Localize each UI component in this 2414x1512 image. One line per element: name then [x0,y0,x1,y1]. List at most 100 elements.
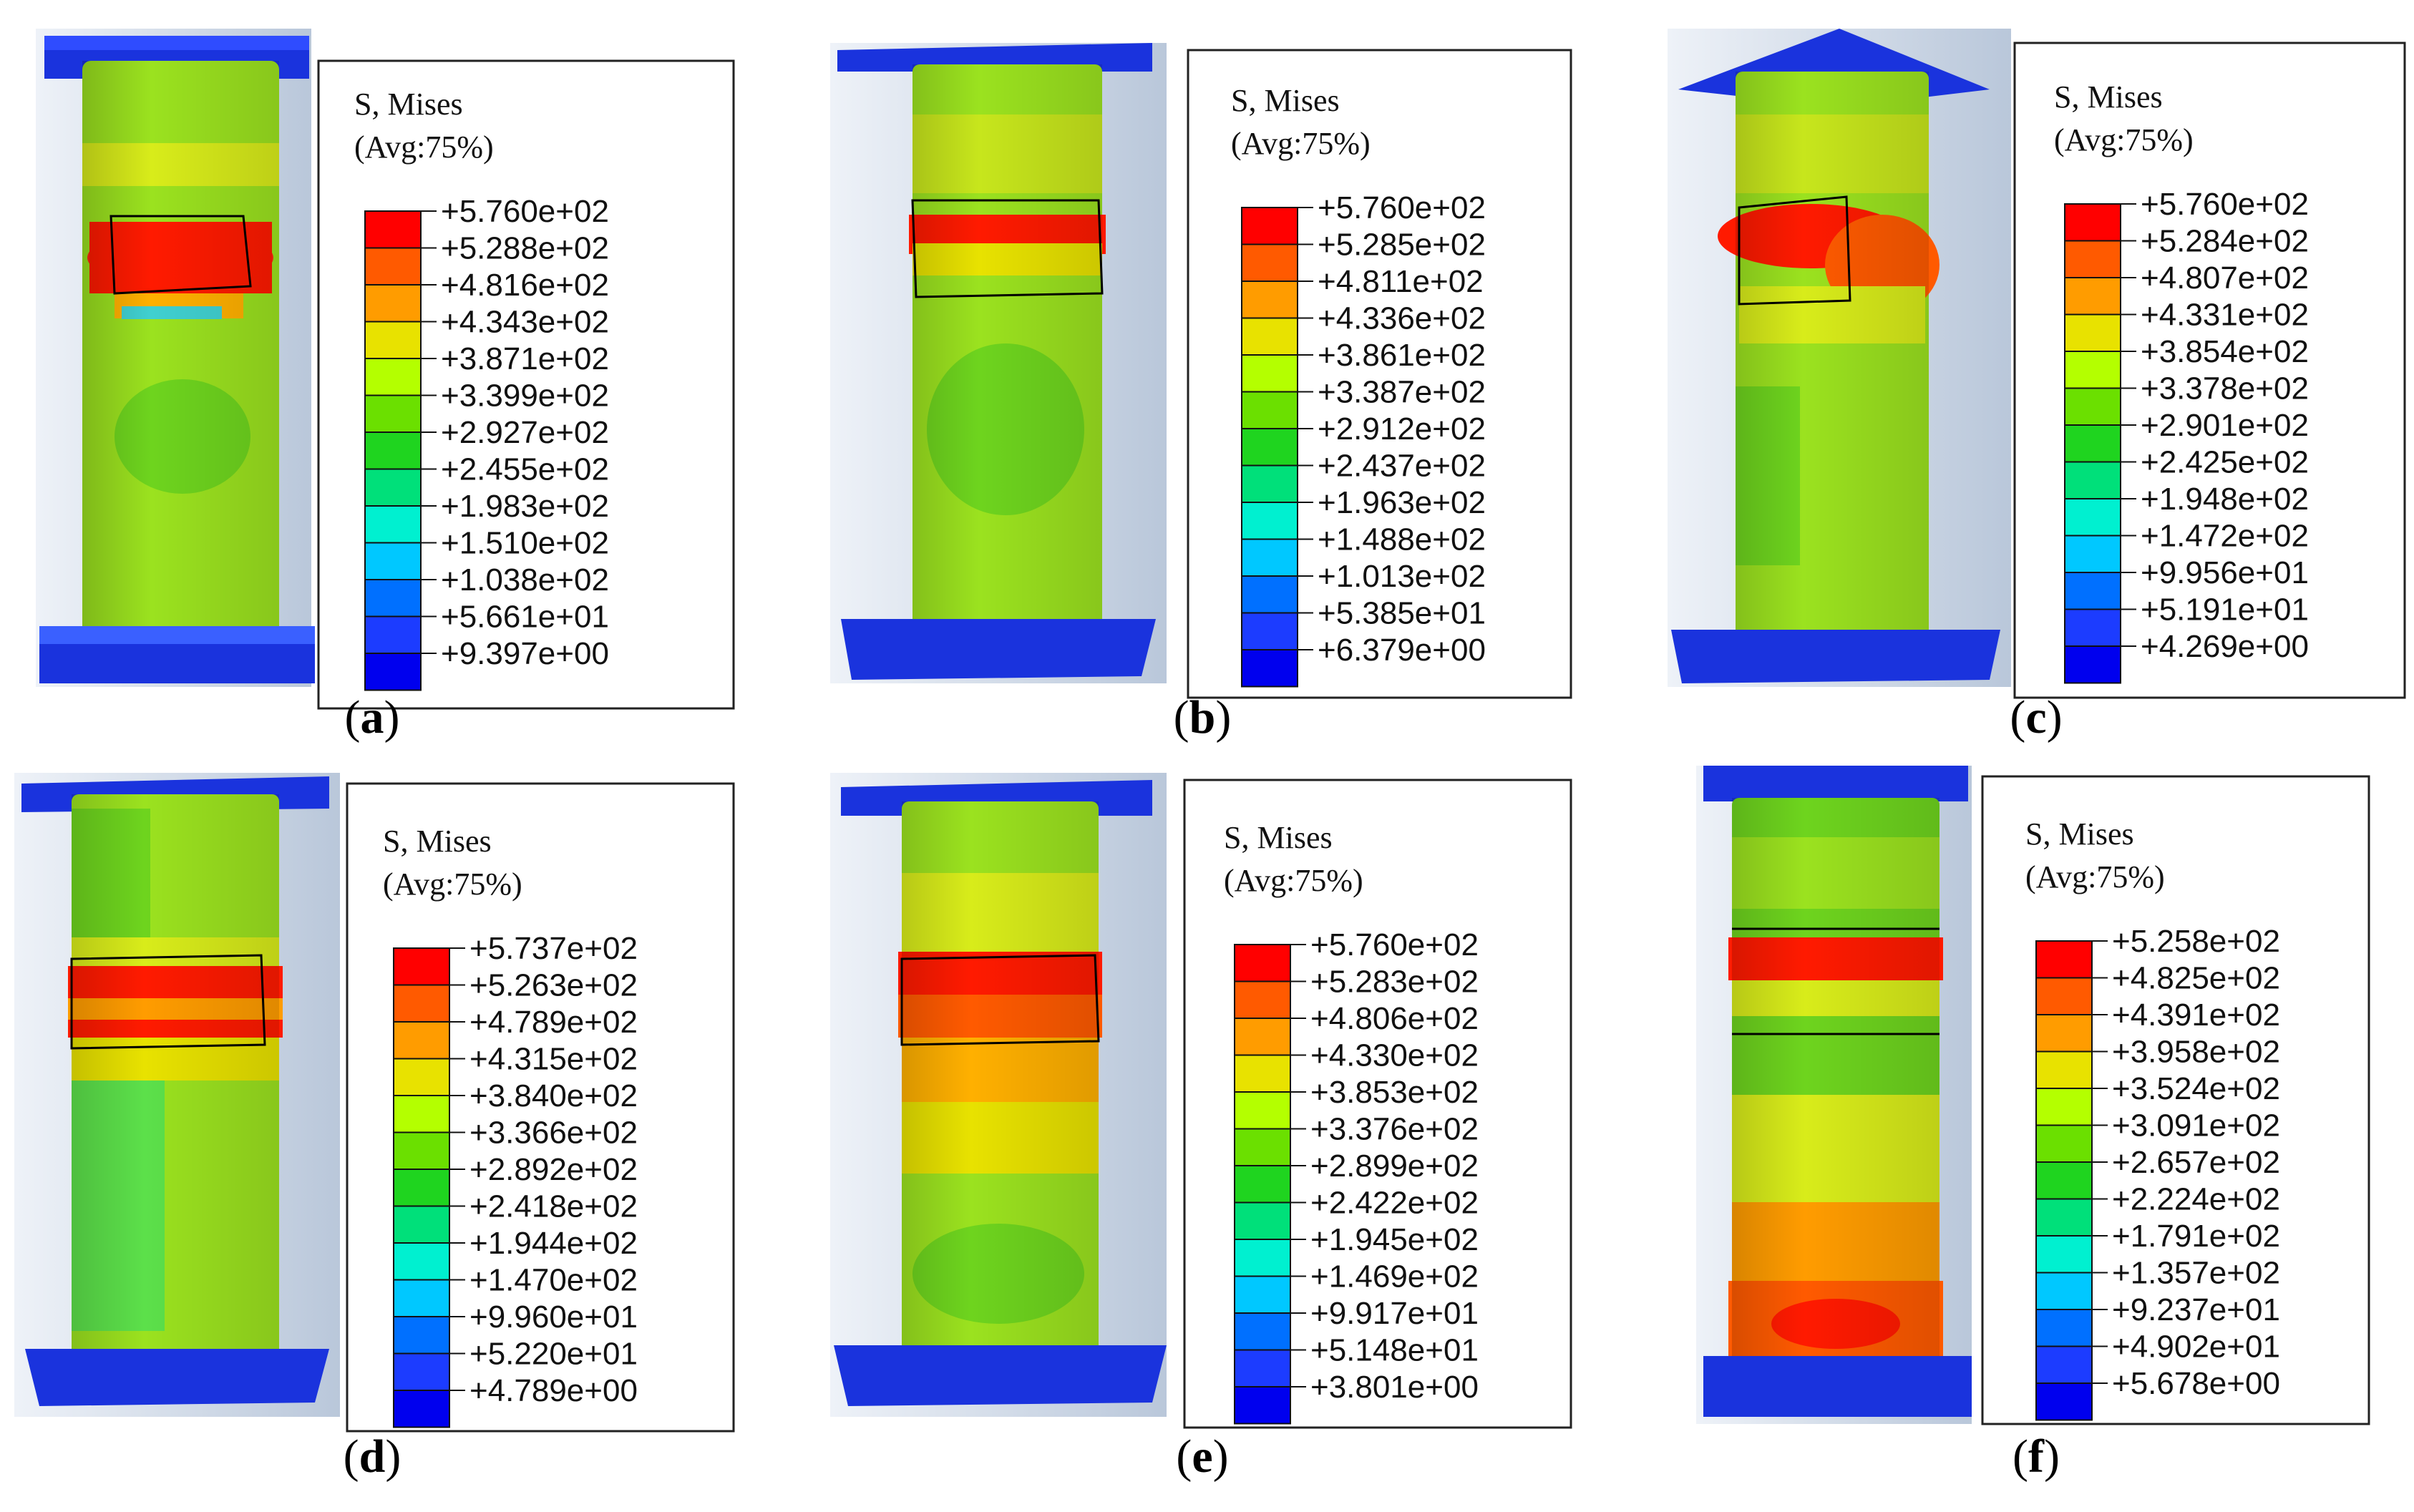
legend-value: +4.391e+02 [2112,998,2280,1033]
legend-color-swatch [2035,1124,2093,1163]
legend-f: S, Mises(Avg:75%)+5.258e+02+4.825e+02+4.… [2025,816,2280,1421]
legend-title: S, Mises [2025,816,2134,852]
legend-color-swatch [2035,1382,2093,1421]
legend-color-swatch [1234,1349,1291,1387]
legend-avg: (Avg:75%) [1231,126,1371,161]
legend-value: +4.331e+02 [2141,298,2309,333]
legend-value: +1.510e+02 [441,526,609,561]
legend-color-swatch [2035,1050,2093,1089]
legend-color-swatch [393,1390,450,1428]
sublabel-d: (d) [343,1430,401,1483]
legend-value: +2.901e+02 [2141,408,2309,443]
legend-color-swatch [393,1279,450,1317]
legend-value: +3.854e+02 [2141,334,2309,369]
legend-color-swatch [1241,502,1298,540]
legend-color-swatch [364,431,422,470]
legend-value: +4.789e+00 [469,1373,638,1408]
legend-value: +1.944e+02 [469,1226,638,1261]
legend-value: +3.958e+02 [2112,1035,2280,1070]
legend-color-swatch [2035,1198,2093,1237]
legend-value: +3.524e+02 [2112,1071,2280,1106]
legend-color-swatch [1241,649,1298,688]
legend-color-swatch [2064,461,2121,499]
legend-color-swatch [1241,575,1298,614]
legend-value: +4.269e+00 [2141,629,2309,664]
legend-color-swatch [1241,281,1298,319]
legend-color-swatch [1241,354,1298,393]
legend-title: S, Mises [1224,820,1333,855]
legend-value: +2.425e+02 [2141,445,2309,480]
legend-value: +4.336e+02 [1318,301,1486,336]
legend-a: S, Mises(Avg:75%)+5.760e+02+5.288e+02+4.… [354,87,609,691]
legend-value: +5.760e+02 [1318,190,1486,225]
sublabel-f: (f) [2013,1430,2060,1483]
legend-d: S, Mises(Avg:75%)+5.737e+02+5.263e+02+4.… [383,824,638,1428]
sublabel-e: (e) [1176,1430,1229,1483]
legend-value: +3.091e+02 [2112,1108,2280,1143]
legend-avg: (Avg:75%) [383,867,522,902]
legend-color-swatch [364,247,422,286]
legend-color-swatch [364,615,422,654]
panel-d: S, Mises (Avg:75%) +5.737e+02 +5.263e+02 +4.… [14,759,816,1496]
legend-color-swatch [393,947,450,986]
legend-value: +5.263e+02 [469,968,638,1003]
legend-value: +3.871e+02 [441,341,609,376]
legend-value: +9.237e+01 [2112,1292,2280,1327]
legend-color-swatch [393,1021,450,1060]
legend-color-swatch [1241,207,1298,245]
legend-color-swatch [2035,1235,2093,1274]
legend-value: +5.258e+02 [2112,924,2280,959]
legend-value: +5.288e+02 [441,231,609,266]
legend-value: +9.956e+01 [2141,555,2309,590]
legend-color-swatch [364,358,422,396]
legend-color-swatch [1234,1128,1291,1166]
legend-color-swatch [1241,428,1298,467]
legend-color-swatch [2064,608,2121,647]
legend-color-swatch [393,984,450,1023]
legend-value: +2.437e+02 [1318,449,1486,484]
sublabel-a: (a) [344,691,400,743]
sublabel-c: (c) [2010,691,2063,743]
legend-color-swatch [364,210,422,249]
legend-value: +4.806e+02 [1310,1001,1479,1036]
legend-value: +2.912e+02 [1318,411,1486,447]
legend-value: +4.807e+02 [2141,260,2309,296]
legend-color-swatch [2064,387,2121,426]
legend-value: +3.387e+02 [1318,375,1486,410]
legend-color-swatch [1234,1091,1291,1130]
legend-color-swatch [1241,243,1298,282]
legend-e: S, Mises(Avg:75%)+5.760e+02+5.283e+02+4.… [1224,820,1479,1425]
legend-value: +5.220e+01 [469,1337,638,1372]
legend-value: +4.816e+02 [441,268,609,303]
legend-avg: (Avg:75%) [1224,863,1363,898]
legend-value: +1.948e+02 [2141,482,2309,517]
legend-color-swatch [1234,1165,1291,1204]
legend-value: +1.357e+02 [2112,1256,2280,1291]
legend-value: +4.825e+02 [2112,961,2280,996]
legend-value: +9.397e+00 [441,636,609,671]
legend-value: +1.472e+02 [2141,519,2309,554]
legend-value: +5.760e+02 [1310,927,1479,962]
legend-color-swatch [1241,612,1298,650]
legend-value: +5.737e+02 [469,931,638,966]
legend-color-swatch [393,1095,450,1133]
legend-color-swatch [364,284,422,323]
legend-color-swatch [1241,538,1298,577]
legend-value: +3.801e+00 [1310,1370,1479,1405]
legend-b: S, Mises(Avg:75%)+5.760e+02+5.285e+02+4.… [1231,83,1486,688]
legend-title: S, Mises [2054,79,2163,114]
legend-color-swatch [2035,940,2093,979]
legend-value: +2.657e+02 [2112,1145,2280,1180]
legend-color-swatch [1234,1275,1291,1314]
legend-value: +3.853e+02 [1310,1075,1479,1110]
legend-color-swatch [1241,391,1298,429]
legend-value: +1.038e+02 [441,562,609,598]
legend-color-swatch [2035,1161,2093,1200]
legend-value: +5.284e+02 [2141,224,2309,259]
legend-value: +1.470e+02 [469,1263,638,1298]
legend-value: +4.789e+02 [469,1005,638,1040]
legend-c: S, Mises(Avg:75%)+5.760e+02+5.284e+02+4.… [2054,79,2309,684]
legend-value: +2.455e+02 [441,452,609,487]
legend-value: +5.678e+00 [2112,1366,2280,1401]
legend-color-swatch [364,542,422,580]
